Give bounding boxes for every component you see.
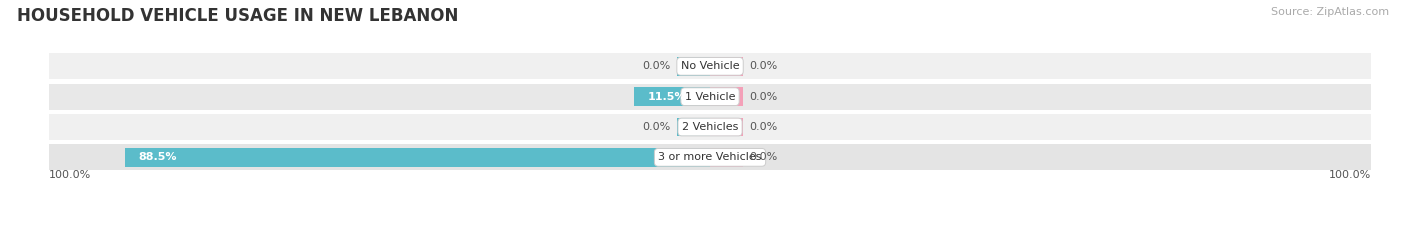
- Text: 88.5%: 88.5%: [138, 152, 177, 162]
- Text: 1 Vehicle: 1 Vehicle: [685, 92, 735, 102]
- Text: 0.0%: 0.0%: [749, 61, 778, 71]
- Text: 0.0%: 0.0%: [749, 152, 778, 162]
- Text: 0.0%: 0.0%: [643, 61, 671, 71]
- Text: 100.0%: 100.0%: [1329, 170, 1371, 180]
- Bar: [710, 148, 742, 167]
- Bar: [49, 144, 1371, 170]
- Text: 0.0%: 0.0%: [749, 92, 778, 102]
- Bar: [125, 148, 710, 167]
- Text: 2 Vehicles: 2 Vehicles: [682, 122, 738, 132]
- Bar: [634, 87, 710, 106]
- Text: 3 or more Vehicles: 3 or more Vehicles: [658, 152, 762, 162]
- Text: Source: ZipAtlas.com: Source: ZipAtlas.com: [1271, 7, 1389, 17]
- Bar: [678, 118, 710, 136]
- Bar: [49, 53, 1371, 79]
- Text: 100.0%: 100.0%: [49, 170, 91, 180]
- Text: No Vehicle: No Vehicle: [681, 61, 740, 71]
- Bar: [49, 84, 1371, 110]
- Bar: [49, 114, 1371, 140]
- Bar: [710, 87, 742, 106]
- Bar: [710, 57, 742, 76]
- Text: 0.0%: 0.0%: [643, 122, 671, 132]
- Text: 11.5%: 11.5%: [647, 92, 686, 102]
- Text: 0.0%: 0.0%: [749, 122, 778, 132]
- Bar: [710, 118, 742, 136]
- Text: HOUSEHOLD VEHICLE USAGE IN NEW LEBANON: HOUSEHOLD VEHICLE USAGE IN NEW LEBANON: [17, 7, 458, 25]
- Bar: [678, 57, 710, 76]
